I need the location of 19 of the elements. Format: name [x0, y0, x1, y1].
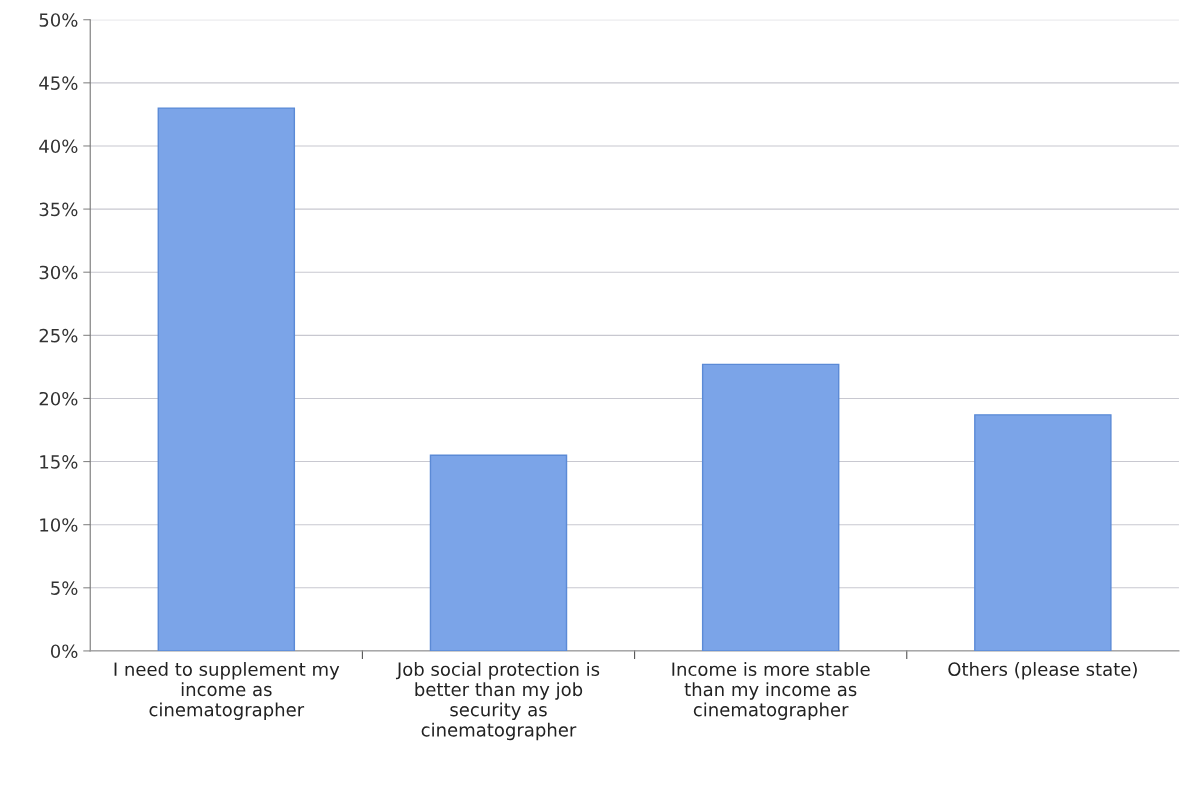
- x-tick-label: I need to supplement my income as cinematographer: [114, 662, 340, 720]
- y-tick-label: 30%: [39, 265, 78, 280]
- x-tick-label: Income is more stable than my income as cinematographer: [672, 662, 870, 720]
- y-tick-label: 10%: [40, 518, 78, 532]
- bar: [429, 454, 568, 651]
- bar: [157, 107, 296, 651]
- y-tick-label: 50%: [39, 13, 78, 27]
- y-tick-label: 40%: [39, 139, 78, 154]
- x-tick-label: Job social protection is better than my job security as cinematographer: [395, 662, 600, 741]
- bar: [974, 414, 1112, 651]
- y-tick-label: 35%: [39, 202, 78, 217]
- y-tick-label: 5%: [51, 581, 78, 595]
- y-tick-label: 25%: [39, 328, 78, 343]
- x-tick-label: Others (please state): [948, 662, 1137, 680]
- y-tick-label: 15%: [40, 455, 78, 469]
- y-tick-label: 20%: [39, 391, 78, 406]
- y-tick-label: 0%: [50, 644, 78, 659]
- bar: [701, 363, 840, 651]
- y-tick-label: 45%: [39, 76, 78, 90]
